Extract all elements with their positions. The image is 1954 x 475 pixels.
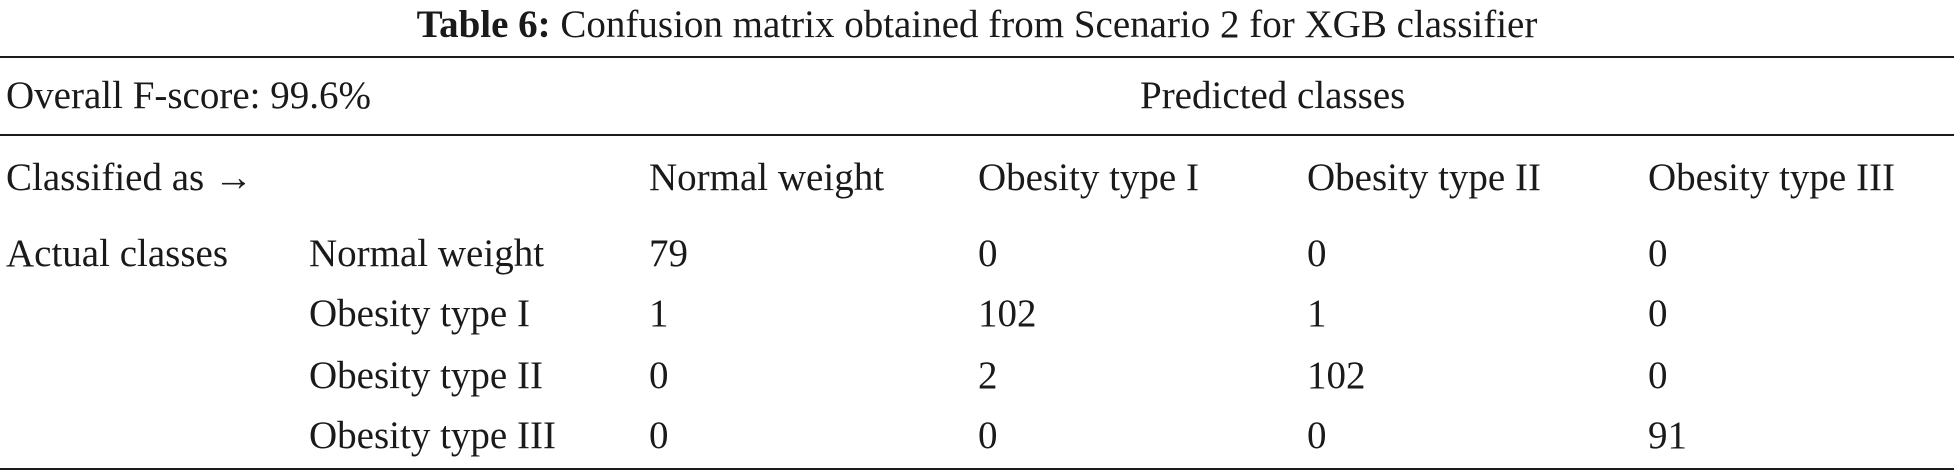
row-label-obesity-type-2: Obesity type II [309, 354, 543, 397]
column-header-normal-weight: Normal weight [649, 156, 885, 199]
row-label-obesity-type-3: Obesity type III [309, 414, 556, 457]
table-caption: Table 6: Confusion matrix obtained from … [0, 0, 1954, 50]
table-caption-label: Table 6: [416, 3, 551, 46]
matrix-cell: 1 [1307, 292, 1327, 335]
matrix-cell: 0 [978, 232, 998, 275]
matrix-cell: 0 [1648, 354, 1668, 397]
matrix-cell: 0 [1648, 292, 1668, 335]
row-label-obesity-type-1: Obesity type I [309, 292, 530, 335]
column-header-obesity-type-3: Obesity type III [1648, 156, 1895, 199]
matrix-cell: 102 [978, 292, 1037, 335]
top-rule [0, 56, 1954, 58]
table-caption-text: Confusion matrix obtained from Scenario … [560, 3, 1538, 46]
overall-fscore: Overall F-score: 99.6% [6, 74, 371, 117]
matrix-cell: 1 [649, 292, 669, 335]
matrix-cell: 0 [649, 414, 669, 457]
matrix-cell: 0 [978, 414, 998, 457]
matrix-cell: 0 [1648, 232, 1668, 275]
actual-classes-header: Actual classes [6, 232, 229, 275]
matrix-cell: 102 [1307, 354, 1366, 397]
matrix-cell: 0 [1307, 414, 1327, 457]
predicted-classes-header: Predicted classes [1140, 74, 1406, 117]
column-header-obesity-type-2: Obesity type II [1307, 156, 1541, 199]
column-header-obesity-type-1: Obesity type I [978, 156, 1199, 199]
matrix-cell: 0 [649, 354, 669, 397]
classified-as-label: Classified as → [6, 156, 253, 199]
matrix-cell: 0 [1307, 232, 1327, 275]
row-label-normal-weight: Normal weight [309, 232, 545, 275]
bottom-rule [0, 468, 1954, 470]
matrix-cell: 91 [1648, 414, 1687, 457]
matrix-cell: 2 [978, 354, 998, 397]
matrix-cell: 79 [649, 232, 688, 275]
header-rule [0, 134, 1954, 136]
